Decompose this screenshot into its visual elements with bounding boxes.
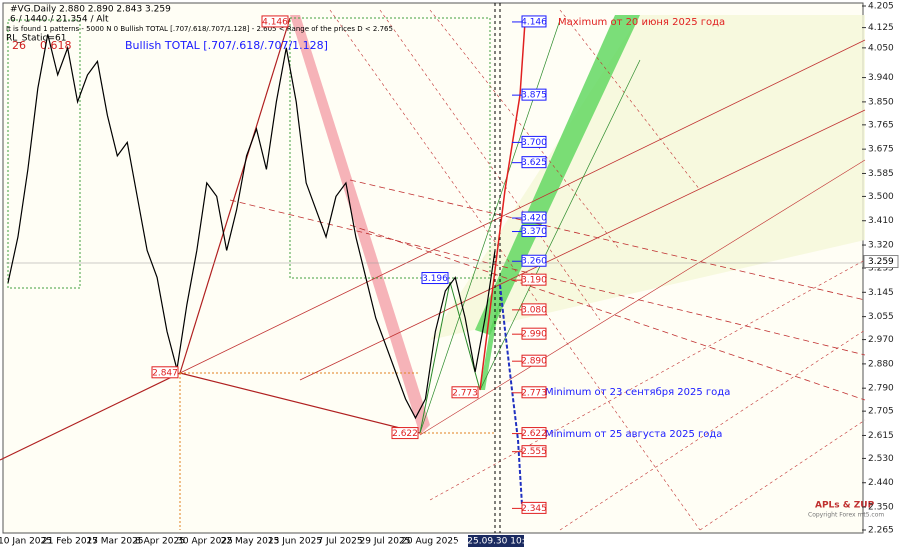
min-note: Minimum от 23 сентября 2025 года (545, 387, 730, 398)
y-tick-label: 3.235 (868, 264, 894, 274)
max-note: Maximum от 20 июня 2025 года (558, 17, 725, 28)
target-label: 2.345 (521, 504, 547, 514)
y-tick-label: 2.970 (868, 335, 894, 345)
target-label: 3.080 (521, 305, 547, 315)
pattern-point-box (151, 366, 179, 379)
y-tick-label: 3.500 (868, 192, 894, 202)
target-box (521, 427, 547, 440)
y-tick-label: 3.765 (868, 120, 894, 130)
pattern-point-label: 3.196 (422, 274, 448, 284)
y-tick-label: 4.205 (868, 2, 894, 12)
y-tick-label: 2.615 (868, 431, 894, 441)
y-tick-label: 3.320 (868, 241, 894, 251)
y-tick-label: 2.440 (868, 478, 894, 488)
x-tick-label: 21 Feb 2025 (42, 537, 98, 547)
target-label: 2.555 (521, 447, 547, 457)
target-label: 2.773 (521, 388, 547, 398)
current-time: 2025.09.30 10:13 (456, 537, 536, 547)
target-label: 3.700 (521, 138, 547, 148)
annotations: Maximum от 20 июня 2025 года Minimum от … (545, 17, 884, 519)
target-box (521, 225, 547, 238)
y-tick-label: 2.265 (868, 526, 894, 536)
y-tick-label: 3.940 (868, 73, 894, 83)
target-label: 3.875 (521, 91, 547, 101)
target-box (521, 211, 547, 224)
target-label: 2.990 (521, 330, 547, 340)
brand: APLs & ZUP (815, 501, 875, 511)
header: #VG.Daily 2.880 2.890 2.843 3.259 6 / 14… (6, 5, 393, 53)
target-label: 3.370 (521, 227, 547, 237)
pattern-name: Bullish TOTAL [.707/.618/.707/1.128] (125, 39, 328, 52)
pattern-point-label: 2.847 (152, 368, 178, 378)
y-tick-label: 3.145 (868, 288, 894, 298)
y-tick-label: 3.055 (868, 312, 894, 322)
target-label: 2.622 (521, 429, 547, 439)
y-tick-label: 3.675 (868, 145, 894, 155)
x-tick-label: 20 Aug 2025 (401, 537, 459, 547)
pattern-point-label: 2.622 (392, 429, 418, 439)
x-tick-label: 29 Jul 2025 (360, 537, 411, 547)
min-note: Minimum от 25 августа 2025 года (545, 429, 722, 440)
y-tick-label: 2.705 (868, 407, 894, 417)
target-box (521, 273, 547, 286)
x-tick-label: 8 Apr 2025 (135, 537, 185, 547)
symbol-line: #VG.Daily 2.880 2.890 2.843 3.259 (10, 5, 171, 15)
target-box (521, 88, 547, 101)
ratio: 0.618 (40, 39, 72, 52)
target-label: 4.146 (521, 17, 547, 27)
x-tick-label: 7 Jul 2025 (317, 537, 362, 547)
x-tick-label: 10 Jan 2025 (0, 537, 52, 547)
target-box (521, 354, 547, 367)
pattern-point-label: 4.146 (262, 17, 288, 27)
copyright: Copyright Forex mt5.com (808, 512, 884, 519)
x-tick-label: 22 May 2025 (221, 537, 280, 547)
target-box (521, 445, 547, 458)
current-price-label: 3.259 (868, 257, 894, 267)
y-tick-label: 3.410 (868, 216, 894, 226)
target-label: 3.625 (521, 158, 547, 168)
target-label: 3.190 (521, 276, 547, 286)
target-box (521, 386, 547, 399)
info-line: 6 / 1440 / 21.354 / Alt (10, 15, 109, 25)
y-tick-label: 3.585 (868, 169, 894, 179)
y-tick-label: 4.050 (868, 43, 894, 53)
y-tick-label: 3.850 (868, 97, 894, 107)
x-tick-label: 13 Jun 2025 (268, 537, 322, 547)
target-label: 3.260 (521, 257, 547, 267)
y-tick-label: 4.125 (868, 23, 894, 33)
current-price-box (863, 255, 899, 269)
pattern-line: It is found 1 patterns - 5000 N 0 Bullis… (6, 25, 393, 33)
x-tick-label: 30 Apr 2025 (177, 537, 233, 547)
target-box (521, 303, 547, 316)
counter: 26 (12, 39, 26, 52)
static-line: RL_Static=61 (6, 34, 67, 44)
y-tick-label: 2.350 (868, 503, 894, 513)
target-box (521, 15, 547, 28)
target-label: 3.420 (521, 214, 547, 224)
target-box (521, 327, 547, 340)
pattern-point-box (451, 386, 479, 399)
y-tick-label: 2.530 (868, 454, 894, 464)
target-box (521, 501, 547, 514)
target-label: 2.890 (521, 357, 547, 367)
target-box (521, 254, 547, 267)
price-line (7, 34, 496, 420)
pattern-point-box (261, 15, 289, 28)
time-box (468, 535, 524, 547)
y-tick-label: 2.790 (868, 384, 894, 394)
target-box (521, 135, 547, 148)
pattern-point-box (391, 427, 419, 440)
y-tick-label: 2.880 (868, 359, 894, 369)
pattern-point-box (421, 272, 449, 285)
x-tick-label: 17 Mar 2025 (86, 537, 143, 547)
target-box (521, 156, 547, 169)
pattern-point-label: 2.773 (452, 388, 478, 398)
